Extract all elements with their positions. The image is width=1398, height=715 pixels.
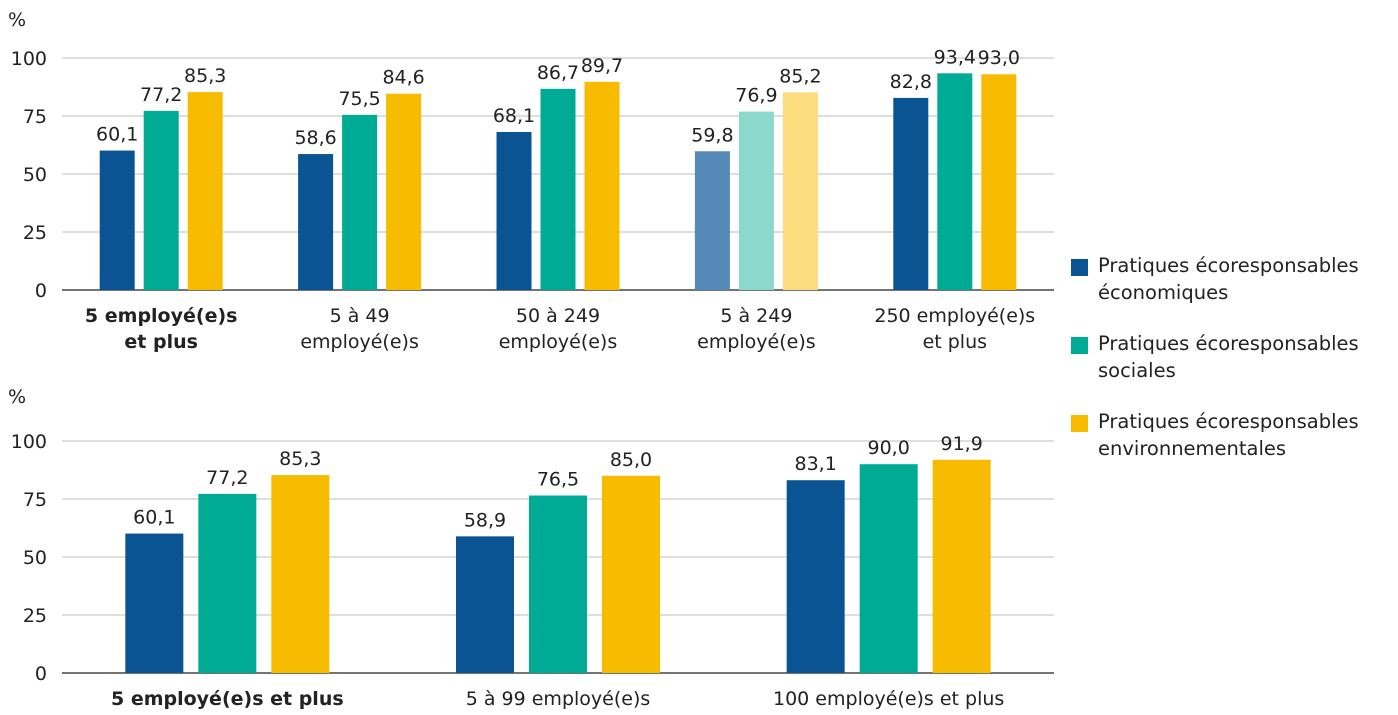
chart1-category-label: 250 employé(e)s xyxy=(874,305,1035,327)
legend-swatch-economiques xyxy=(1071,259,1088,276)
chart1-category-label: 5 à 49 xyxy=(330,305,390,327)
chart2-bar xyxy=(859,464,918,673)
chart1-bar xyxy=(738,111,774,290)
chart-legend: Pratiques écoresponsables économiques Pr… xyxy=(1071,252,1396,486)
chart2-bar xyxy=(271,475,330,673)
chart1-bar xyxy=(496,132,532,290)
chart2-data-label: 85,0 xyxy=(610,449,652,471)
chart1-data-label: 60,1 xyxy=(96,124,138,146)
chart1-data-label: 58,6 xyxy=(294,127,336,149)
chart1-bar xyxy=(584,81,620,290)
chart2-bar xyxy=(198,493,257,673)
chart2-category-label: 5 employé(e)s et plus xyxy=(111,688,344,710)
chart1-bar xyxy=(298,154,334,290)
chart2-bar xyxy=(125,533,184,673)
chart1-bar xyxy=(981,74,1017,291)
chart1-y-axis-label: % xyxy=(8,9,26,31)
chart2-data-label: 83,1 xyxy=(795,453,837,475)
chart1-data-label: 93,4 xyxy=(934,46,976,68)
chart1-bar xyxy=(782,92,818,290)
chart1-category-label: 5 à 249 xyxy=(720,305,792,327)
chart2-y-tick-label: 0 xyxy=(35,663,47,685)
chart2-data-label: 60,1 xyxy=(133,507,175,529)
chart1-y-tick-label: 75 xyxy=(23,106,47,128)
chart1-bar xyxy=(937,73,973,290)
chart1-bar xyxy=(694,151,730,290)
chart1-category-label: et plus xyxy=(124,331,198,353)
chart1-bar xyxy=(342,114,378,290)
chart2-bar xyxy=(602,475,660,673)
chart2-y-tick-label: 50 xyxy=(23,547,47,569)
chart1-bar xyxy=(386,93,422,290)
chart1-y-tick-label: 100 xyxy=(11,48,47,70)
chart1-data-label: 59,8 xyxy=(691,124,733,146)
chart2-bar xyxy=(456,536,514,673)
chart1-bar xyxy=(893,97,929,291)
chart2-bar xyxy=(529,495,587,673)
chart2-y-tick-label: 75 xyxy=(23,489,47,511)
chart1-y-tick-label: 50 xyxy=(23,164,47,186)
legend-label-environnementales: Pratiques écoresponsables environnementa… xyxy=(1098,410,1359,460)
chart2-bar xyxy=(786,480,845,673)
chart1-data-label: 84,6 xyxy=(382,67,424,89)
chart2-category-label: 5 à 99 employé(e)s xyxy=(466,688,651,710)
chart1-category-label: 50 à 249 xyxy=(516,305,600,327)
chart1-data-label: 76,9 xyxy=(735,85,777,107)
legend-item-sociales: Pratiques écoresponsables sociales xyxy=(1071,330,1396,384)
chart2-y-axis-label: % xyxy=(8,386,26,408)
chart1-y-tick-label: 25 xyxy=(23,222,47,244)
chart1-data-label: 86,7 xyxy=(537,62,579,84)
chart1-category-label: employé(e)s xyxy=(499,331,618,353)
chart1-data-label: 82,8 xyxy=(890,71,932,93)
chart2-y-tick-label: 25 xyxy=(23,605,47,627)
legend-swatch-environnementales xyxy=(1071,415,1088,432)
chart1-category-label: et plus xyxy=(923,331,987,353)
chart2-category-label: 100 employé(e)s et plus xyxy=(773,688,1004,710)
chart1-bar xyxy=(143,110,179,290)
chart1-data-label: 77,2 xyxy=(140,84,182,106)
chart1-category-label: 5 employé(e)s xyxy=(85,305,238,327)
legend-item-economiques: Pratiques écoresponsables économiques xyxy=(1071,252,1396,306)
legend-label-economiques: Pratiques écoresponsables économiques xyxy=(1098,254,1359,304)
chart2-data-label: 58,9 xyxy=(464,509,506,531)
legend-swatch-sociales xyxy=(1071,337,1088,354)
chart2-bar xyxy=(932,459,991,673)
chart2-data-label: 77,2 xyxy=(206,467,248,489)
chart1-bar xyxy=(99,150,135,290)
chart1-bar xyxy=(540,88,576,290)
legend-item-environnementales: Pratiques écoresponsables environnementa… xyxy=(1071,408,1396,462)
chart1-y-tick-label: 0 xyxy=(35,280,47,302)
chart1-data-label: 93,0 xyxy=(978,47,1020,69)
chart2-y-tick-label: 100 xyxy=(11,431,47,453)
chart2-data-label: 91,9 xyxy=(941,433,983,455)
chart1-data-label: 85,2 xyxy=(779,65,821,87)
chart1-data-label: 85,3 xyxy=(184,65,226,87)
chart1-data-label: 68,1 xyxy=(493,105,535,127)
chart1-bar xyxy=(187,92,223,290)
chart1-data-label: 75,5 xyxy=(338,88,380,110)
chart1-data-label: 89,7 xyxy=(581,55,623,77)
legend-label-sociales: Pratiques écoresponsables sociales xyxy=(1098,332,1359,382)
chart1-category-label: employé(e)s xyxy=(697,331,816,353)
chart2-data-label: 76,5 xyxy=(537,469,579,491)
chart2-data-label: 85,3 xyxy=(279,448,321,470)
chart2-data-label: 90,0 xyxy=(868,437,910,459)
chart1-category-label: employé(e)s xyxy=(300,331,419,353)
